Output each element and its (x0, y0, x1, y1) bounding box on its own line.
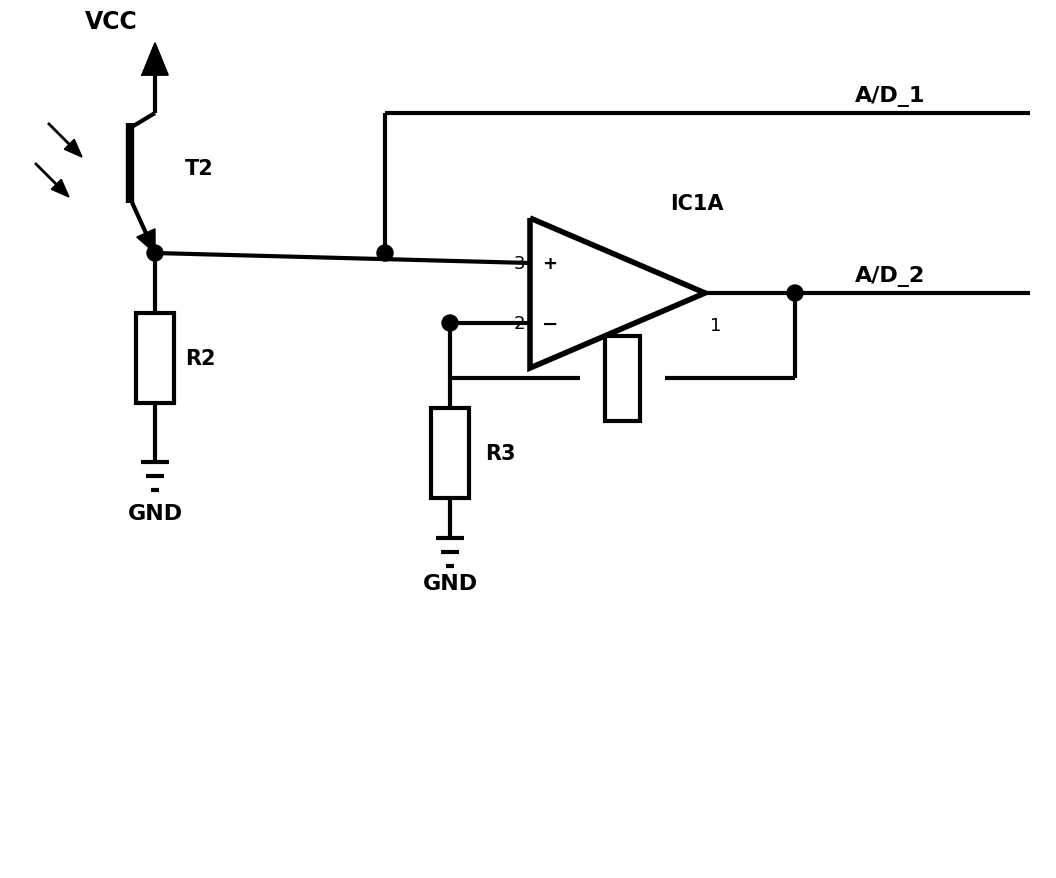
Bar (136, 313, 174, 404)
Text: 1: 1 (710, 317, 721, 335)
Bar (431, 408, 469, 499)
Polygon shape (64, 140, 82, 158)
Text: A/D_2: A/D_2 (855, 266, 925, 287)
Circle shape (787, 285, 803, 302)
Text: GND: GND (128, 503, 183, 523)
Text: 3: 3 (513, 255, 525, 273)
Polygon shape (142, 44, 168, 76)
Text: VCC: VCC (84, 10, 137, 34)
Text: 2: 2 (513, 314, 525, 333)
Text: −: − (542, 314, 559, 333)
Polygon shape (137, 229, 155, 254)
Polygon shape (52, 180, 69, 198)
Text: GND: GND (422, 573, 477, 594)
Circle shape (147, 246, 163, 262)
Text: IC1A: IC1A (670, 194, 723, 213)
Bar (604, 336, 640, 421)
Circle shape (442, 315, 458, 332)
Text: +: + (543, 255, 558, 273)
Circle shape (377, 246, 393, 262)
Text: R3: R3 (485, 443, 515, 464)
Text: R4: R4 (607, 336, 637, 356)
Text: T2: T2 (185, 159, 213, 179)
Text: A/D_1: A/D_1 (855, 86, 925, 107)
Text: R2: R2 (185, 349, 215, 369)
